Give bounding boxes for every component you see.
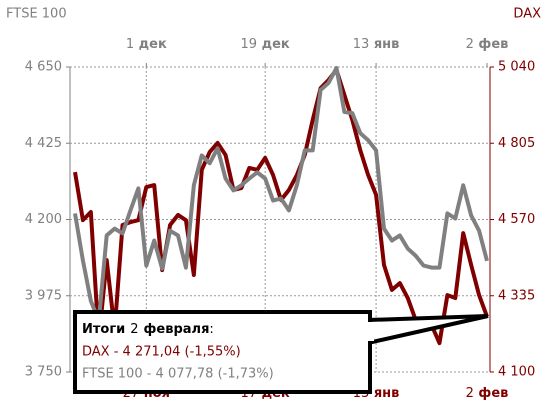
y2-tick-label: 4 335 bbox=[498, 288, 535, 303]
callout: Итоги 2 февраля: DAX - 4 271,04 (-1,55%) FTS… bbox=[73, 310, 489, 394]
y-tick-label: 4 200 bbox=[25, 212, 62, 227]
callout-title-part: 2 bbox=[130, 322, 138, 337]
y-tick-label: 3 750 bbox=[25, 365, 62, 380]
callout-title-part: Итоги bbox=[82, 322, 125, 337]
left-axis-label: FTSE 100 bbox=[6, 7, 67, 22]
series-line bbox=[73, 66, 489, 323]
y2-tick-label: 4 100 bbox=[498, 365, 535, 380]
callout-join bbox=[366, 322, 374, 341]
x-top-tick-label: 13 янв bbox=[353, 37, 400, 52]
y-tick-label: 4 650 bbox=[25, 60, 62, 75]
y2-tick-label: 4 805 bbox=[498, 136, 535, 151]
callout-line: FTSE 100 - 4 077,78 (-1,73%) bbox=[82, 367, 274, 382]
y-tick-label: 3 975 bbox=[25, 288, 62, 303]
callout-title-part: : bbox=[209, 322, 213, 337]
plot: 3 750 3 975 4 200 4 425 4 650 4 100 4 335 4 570… bbox=[25, 37, 535, 400]
series-line bbox=[73, 67, 489, 346]
callout-pointer bbox=[366, 314, 489, 346]
x-top-tick-label: 1 дек bbox=[126, 37, 167, 52]
y2-tick-label: 4 570 bbox=[498, 212, 535, 227]
y-tick-label: 4 425 bbox=[25, 136, 62, 151]
x-tick-label: 2 фев bbox=[466, 386, 509, 400]
callout-title-part: февраля bbox=[144, 322, 210, 337]
x-top-tick-label: 2 фев bbox=[466, 37, 509, 52]
x-top-tick-label: 19 дек bbox=[241, 37, 290, 52]
right-axis-label: DAX bbox=[513, 7, 541, 22]
callout-line: DAX - 4 271,04 (-1,55%) bbox=[82, 345, 241, 360]
callout-title: Итоги 2 февраля: bbox=[82, 322, 214, 337]
callout-box bbox=[73, 310, 372, 394]
y2-tick-label: 5 040 bbox=[498, 60, 535, 75]
